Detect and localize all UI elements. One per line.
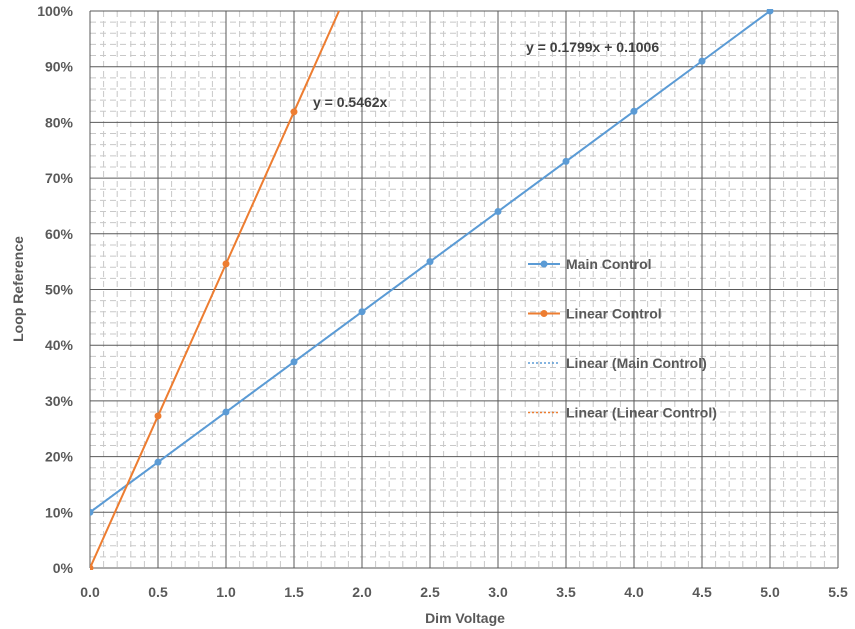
y-tick-label: 60% bbox=[45, 226, 74, 242]
data-point bbox=[154, 458, 162, 466]
legend-marker bbox=[540, 310, 548, 317]
data-point bbox=[222, 260, 230, 268]
data-point bbox=[290, 358, 298, 366]
x-tick-label: 0.5 bbox=[148, 584, 168, 600]
legend-marker bbox=[540, 260, 548, 268]
x-tick-label: 2.0 bbox=[352, 584, 372, 600]
y-tick-label: 0% bbox=[53, 560, 74, 576]
data-point bbox=[290, 108, 298, 116]
legend-item: Linear Control bbox=[528, 306, 662, 322]
x-axis-title: Dim Voltage bbox=[425, 610, 505, 626]
y-tick-label: 30% bbox=[45, 393, 74, 409]
x-tick-label: 5.5 bbox=[828, 584, 848, 600]
series-line bbox=[90, 111, 295, 569]
legend-label: Main Control bbox=[566, 256, 652, 272]
series-line-extension bbox=[293, 10, 340, 113]
data-point bbox=[562, 157, 570, 165]
y-tick-label: 10% bbox=[45, 504, 74, 520]
y-tick-label: 20% bbox=[45, 449, 74, 465]
x-tick-label: 4.0 bbox=[624, 584, 644, 600]
data-point bbox=[154, 412, 162, 420]
y-tick-label: 80% bbox=[45, 114, 74, 130]
legend-item: Linear (Linear Control) bbox=[528, 405, 717, 421]
x-tick-label: 2.5 bbox=[420, 584, 440, 600]
legend-item: Main Control bbox=[528, 256, 652, 272]
data-point bbox=[766, 9, 774, 15]
x-tick-label: 3.5 bbox=[556, 584, 576, 600]
series-group bbox=[90, 10, 340, 570]
y-tick-label: 100% bbox=[37, 3, 73, 19]
x-tick-label: 1.0 bbox=[216, 584, 236, 600]
data-point bbox=[426, 258, 434, 266]
data-point bbox=[358, 308, 366, 316]
y-tick-label: 40% bbox=[45, 337, 74, 353]
data-point bbox=[222, 408, 230, 416]
legend-label: Linear (Main Control) bbox=[566, 355, 707, 371]
legend-label: Linear (Linear Control) bbox=[566, 405, 717, 421]
trendline-equation-linear: y = 0.5462x bbox=[313, 94, 388, 110]
data-point bbox=[90, 564, 94, 570]
series bbox=[90, 9, 774, 570]
series-group bbox=[90, 9, 774, 516]
data-point bbox=[698, 57, 706, 65]
tick-labels: 0.0 0.5 1.0 1.5 2.0 2.5 3.0 3.5 4.0 4.5 5.0 5.5 0% 10… bbox=[37, 3, 848, 600]
y-tick-label: 90% bbox=[45, 59, 74, 75]
grid bbox=[89, 10, 839, 569]
trendline-equation-main: y = 0.1799x + 0.1006 bbox=[526, 39, 659, 55]
legend-item: Linear (Main Control) bbox=[528, 355, 707, 371]
x-tick-label: 0.0 bbox=[80, 584, 100, 600]
y-tick-label: 50% bbox=[45, 282, 74, 298]
x-tick-label: 5.0 bbox=[760, 584, 780, 600]
y-axis-title: Loop Reference bbox=[10, 236, 26, 342]
data-point bbox=[630, 107, 638, 115]
x-tick-label: 3.0 bbox=[488, 584, 508, 600]
x-tick-label: 4.5 bbox=[692, 584, 712, 600]
y-tick-label: 70% bbox=[45, 170, 74, 186]
legend: Main Control Linear Control Linear (Main C… bbox=[528, 256, 717, 421]
legend-label: Linear Control bbox=[566, 306, 662, 322]
data-point bbox=[494, 208, 502, 216]
data-point bbox=[90, 508, 94, 516]
x-tick-label: 1.5 bbox=[284, 584, 304, 600]
